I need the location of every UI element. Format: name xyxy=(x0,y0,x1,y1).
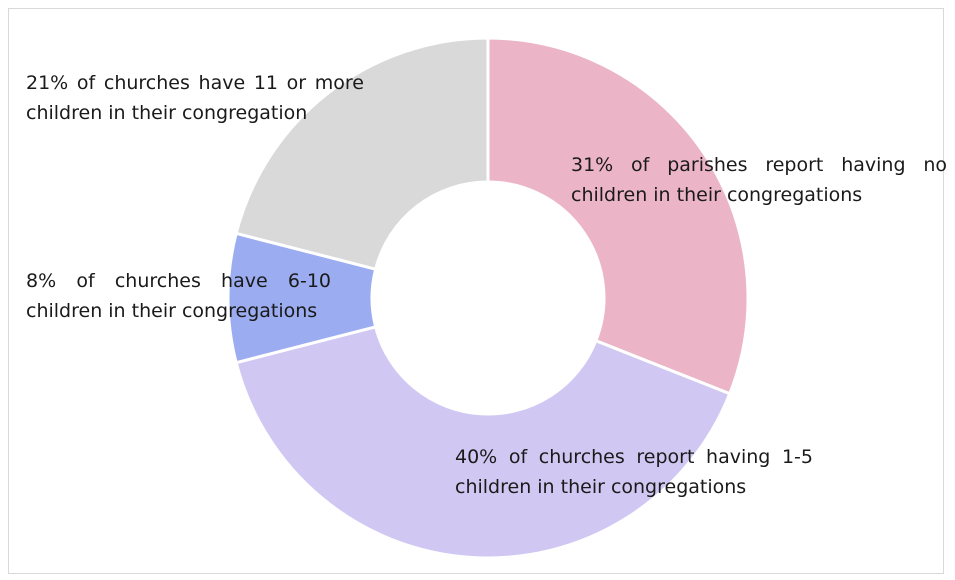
data-label-slice-3: 8% of churches have 6-10 children in the… xyxy=(26,270,331,322)
data-label-slice-4: 21% of churches have 11 or more children… xyxy=(26,72,364,124)
donut-slice-4 xyxy=(234,36,490,271)
chart-frame xyxy=(8,8,944,574)
donut-slice-2 xyxy=(234,325,732,560)
data-label-slice-1: 31% of parishes report having no childre… xyxy=(571,154,947,206)
data-label-slice-2: 40% of churches report having 1-5 childr… xyxy=(455,446,813,498)
donut-slice-1 xyxy=(486,36,750,396)
